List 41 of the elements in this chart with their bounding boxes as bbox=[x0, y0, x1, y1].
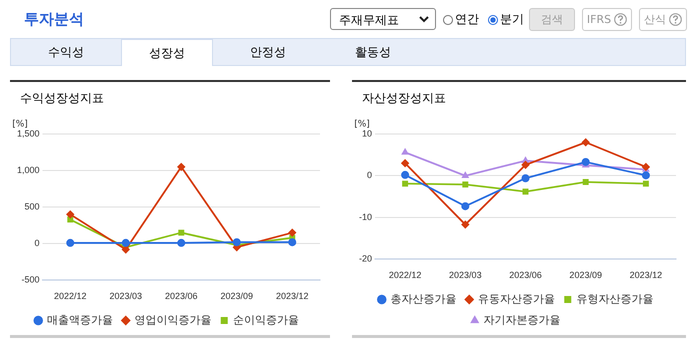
legend-label: 유동자산증가율 bbox=[478, 292, 555, 306]
legend-label: 순이익증가율 bbox=[232, 313, 299, 326]
x-tick-label: 2023/12 bbox=[276, 291, 309, 302]
x-tick-label: 2023/09 bbox=[220, 291, 254, 302]
text: 연간 bbox=[455, 11, 479, 28]
text: 활동성 bbox=[354, 44, 392, 61]
legend-label: 매출액증가율 bbox=[46, 313, 113, 326]
text: 검색 bbox=[541, 12, 563, 27]
x-tick-label: 2023/06 bbox=[164, 291, 198, 302]
y-tick-label: 1,000 bbox=[16, 165, 40, 176]
y-axis-title: [%] bbox=[12, 119, 28, 130]
text: 투자분석 bbox=[24, 10, 84, 29]
y-tick-label: -10 bbox=[358, 212, 372, 222]
x-tick-label: 2023/09 bbox=[569, 270, 602, 280]
y-tick-label: 500 bbox=[24, 202, 40, 212]
text: 수익성 bbox=[47, 44, 85, 61]
chart-title: 수익성장성지표 bbox=[20, 90, 104, 107]
text: IFRS bbox=[586, 13, 612, 26]
x-tick-label: 2023/12 bbox=[630, 270, 662, 280]
text: 성장성 bbox=[121, 39, 213, 66]
y-tick-label: 0 bbox=[34, 238, 40, 248]
chart-title: 자산성장성지표 bbox=[362, 90, 446, 107]
x-tick-label: 2022/12 bbox=[388, 270, 422, 280]
text: 안정성 bbox=[249, 44, 287, 61]
legend-label: 유형자산증가율 bbox=[576, 292, 654, 306]
x-tick-label: 2022/12 bbox=[54, 291, 87, 302]
y-tick-label: -20 bbox=[358, 254, 372, 264]
text: 주재무제표 bbox=[330, 8, 436, 30]
y-tick-label: 1,500 bbox=[16, 128, 40, 138]
x-tick-label: 2023/03 bbox=[449, 270, 482, 280]
x-tick-label: 2023/06 bbox=[509, 270, 542, 280]
legend-label: 자기자본증가율 bbox=[483, 313, 560, 326]
legend-label: 총자산증가율 bbox=[390, 292, 456, 306]
legend-label: 영업이익증가율 bbox=[134, 313, 212, 326]
x-tick-label: 2023/03 bbox=[109, 291, 142, 302]
text: 분기 bbox=[500, 11, 524, 28]
text: 산식 bbox=[644, 12, 666, 27]
y-tick-label: 10 bbox=[362, 128, 372, 138]
y-tick-label: -500 bbox=[22, 274, 40, 285]
y-axis-title: [%] bbox=[354, 119, 370, 130]
y-tick-label: 0 bbox=[366, 170, 372, 180]
